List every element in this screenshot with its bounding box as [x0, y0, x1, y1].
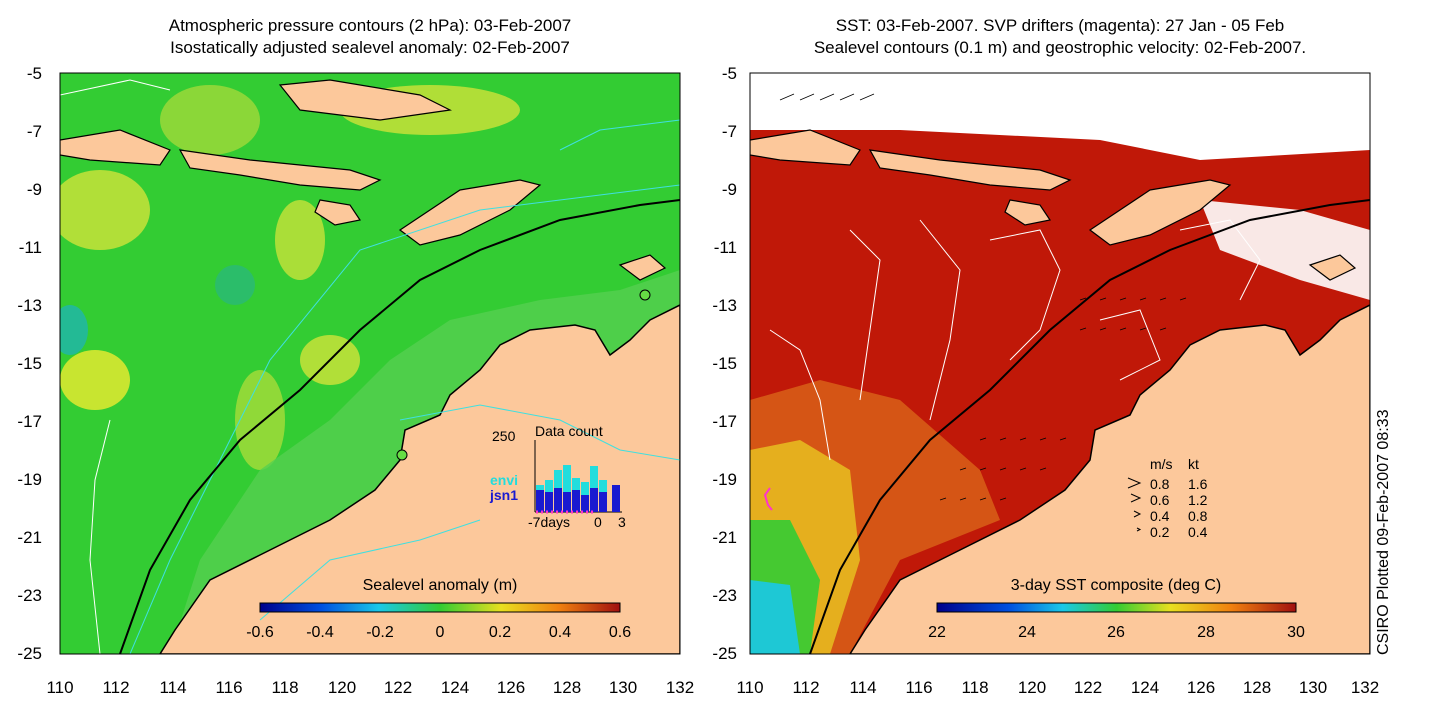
left-xtick: 132: [666, 678, 694, 697]
right-xtick: 112: [792, 678, 819, 697]
right-xtick: 120: [1018, 678, 1046, 697]
right-xtick: 130: [1299, 678, 1327, 697]
left-x-axis: 110 112 114 116 118 120 122 124 126 128 …: [46, 678, 694, 697]
right-x-axis: 110 112 114 116 118 120 122 124 126 128 …: [736, 678, 1379, 697]
velocity-header-ms: m/s: [1150, 456, 1173, 472]
left-ytick: -9: [27, 180, 42, 199]
left-xtick: 120: [328, 678, 356, 697]
sealevel-colorbar: Sealevel anomaly (m) -0.6 -0.4 -0.2 0 0.…: [246, 577, 631, 641]
left-xtick: 118: [271, 678, 298, 697]
inset-xlabel-zero: 0: [594, 514, 602, 530]
australia-landmass-sst: [849, 304, 1370, 654]
left-xtick: 128: [553, 678, 581, 697]
velocity-row-kt: 1.6: [1188, 476, 1208, 492]
left-ytick: -21: [17, 528, 42, 547]
left-ytick: -7: [27, 122, 42, 141]
right-xtick: 126: [1187, 678, 1215, 697]
sla-tick: 0: [436, 624, 445, 641]
inset-ymax: 250: [492, 428, 516, 444]
sst-tick: 24: [1018, 624, 1036, 641]
left-ytick: -15: [17, 354, 42, 373]
right-ytick: -23: [712, 586, 737, 605]
inset-title: Data count: [535, 423, 603, 439]
inset-series-jsn1: jsn1: [489, 487, 518, 503]
inset-xlabel-start: -7days: [528, 514, 570, 530]
right-xtick: 124: [1131, 678, 1159, 697]
sla-tick: 0.4: [549, 624, 571, 641]
left-xtick: 130: [609, 678, 637, 697]
velocity-legend: m/s kt 0.8 1.6 0.6 1.2 0.4 0.8 0.2 0.4: [1127, 456, 1208, 540]
right-xtick: 128: [1243, 678, 1271, 697]
sst-tick: 22: [928, 624, 946, 641]
right-y-axis: -5 -7 -9 -11 -13 -15 -17 -19 -21 -23 -25: [712, 64, 737, 663]
credit-text: CSIRO Plotted 09-Feb-2007 08:33: [1375, 409, 1392, 655]
left-title: Atmospheric pressure contours (2 hPa): 0…: [60, 15, 680, 59]
right-xtick: 118: [961, 678, 988, 697]
left-title-line2: Isostatically adjusted sealevel anomaly:…: [170, 38, 570, 57]
right-ytick: -13: [712, 296, 737, 315]
velocity-row-kt: 0.4: [1188, 524, 1208, 540]
right-title-line1: SST: 03-Feb-2007. SVP drifters (magenta)…: [835, 16, 1285, 35]
sst-tick: 30: [1287, 624, 1305, 641]
right-title: SST: 03-Feb-2007. SVP drifters (magenta)…: [750, 15, 1370, 59]
left-xtick: 116: [215, 678, 242, 697]
right-title-line2: Sealevel contours (0.1 m) and geostrophi…: [813, 38, 1307, 57]
right-ytick: -21: [712, 528, 737, 547]
right-ytick: -7: [722, 122, 737, 141]
velocity-row-kt: 1.2: [1188, 492, 1208, 508]
left-ytick: -19: [17, 470, 42, 489]
right-xtick: 114: [849, 678, 876, 697]
velocity-row-ms: 0.8: [1150, 476, 1170, 492]
right-ytick: -25: [712, 644, 737, 663]
right-xtick: 122: [1074, 678, 1102, 697]
australia-landmass: [159, 304, 680, 654]
left-ytick: -5: [27, 64, 42, 83]
velocity-row-ms: 0.2: [1150, 524, 1170, 540]
right-ytick: -15: [712, 354, 737, 373]
right-ytick: -9: [722, 180, 737, 199]
sst-tick: 26: [1107, 624, 1125, 641]
sla-tick: 0.6: [609, 624, 631, 641]
sla-tick: 0.2: [489, 624, 511, 641]
left-xtick: 122: [384, 678, 412, 697]
left-xtick: 124: [441, 678, 469, 697]
inset-series-envi: envi: [490, 472, 518, 488]
sla-tick: -0.6: [246, 624, 274, 641]
left-ytick: -23: [17, 586, 42, 605]
right-xtick: 132: [1351, 678, 1379, 697]
right-xtick: 110: [736, 678, 763, 697]
velocity-row-ms: 0.6: [1150, 492, 1170, 508]
sealevel-colorbar-title: Sealevel anomaly (m): [363, 577, 518, 594]
sst-map: -5 -7 -9 -11 -13 -15 -17 -19 -21 -23 -25…: [712, 64, 1379, 697]
sla-tick: -0.4: [306, 624, 334, 641]
sst-colorbar-title: 3-day SST composite (deg C): [1011, 577, 1221, 594]
left-xtick: 114: [159, 678, 186, 697]
left-xtick: 112: [102, 678, 129, 697]
velocity-row-ms: 0.4: [1150, 508, 1170, 524]
left-title-line1: Atmospheric pressure contours (2 hPa): 0…: [168, 16, 572, 35]
left-xtick: 110: [46, 678, 73, 697]
right-ytick: -19: [712, 470, 737, 489]
right-xtick: 116: [905, 678, 932, 697]
right-ytick: -11: [714, 238, 737, 257]
left-ytick: -25: [17, 644, 42, 663]
left-ytick: -11: [19, 238, 42, 257]
sla-tick: -0.2: [366, 624, 394, 641]
data-count-inset: Data count 250 envi jsn1 -7days 0 3: [489, 423, 626, 530]
left-xtick: 126: [497, 678, 525, 697]
left-ytick: -13: [17, 296, 42, 315]
velocity-row-kt: 0.8: [1188, 508, 1208, 524]
sealevel-map: -5 -7 -9 -11 -13 -15 -17 -19 -21 -23 -25…: [17, 64, 694, 697]
right-ytick: -17: [712, 412, 737, 431]
velocity-header-kt: kt: [1188, 456, 1199, 472]
sst-colorbar: 3-day SST composite (deg C) 22 24 26 28 …: [928, 577, 1305, 641]
right-ytick: -5: [722, 64, 737, 83]
left-ytick: -17: [17, 412, 42, 431]
inset-xlabel-end: 3: [618, 514, 626, 530]
left-y-axis: -5 -7 -9 -11 -13 -15 -17 -19 -21 -23 -25: [17, 64, 42, 663]
sst-tick: 28: [1197, 624, 1215, 641]
